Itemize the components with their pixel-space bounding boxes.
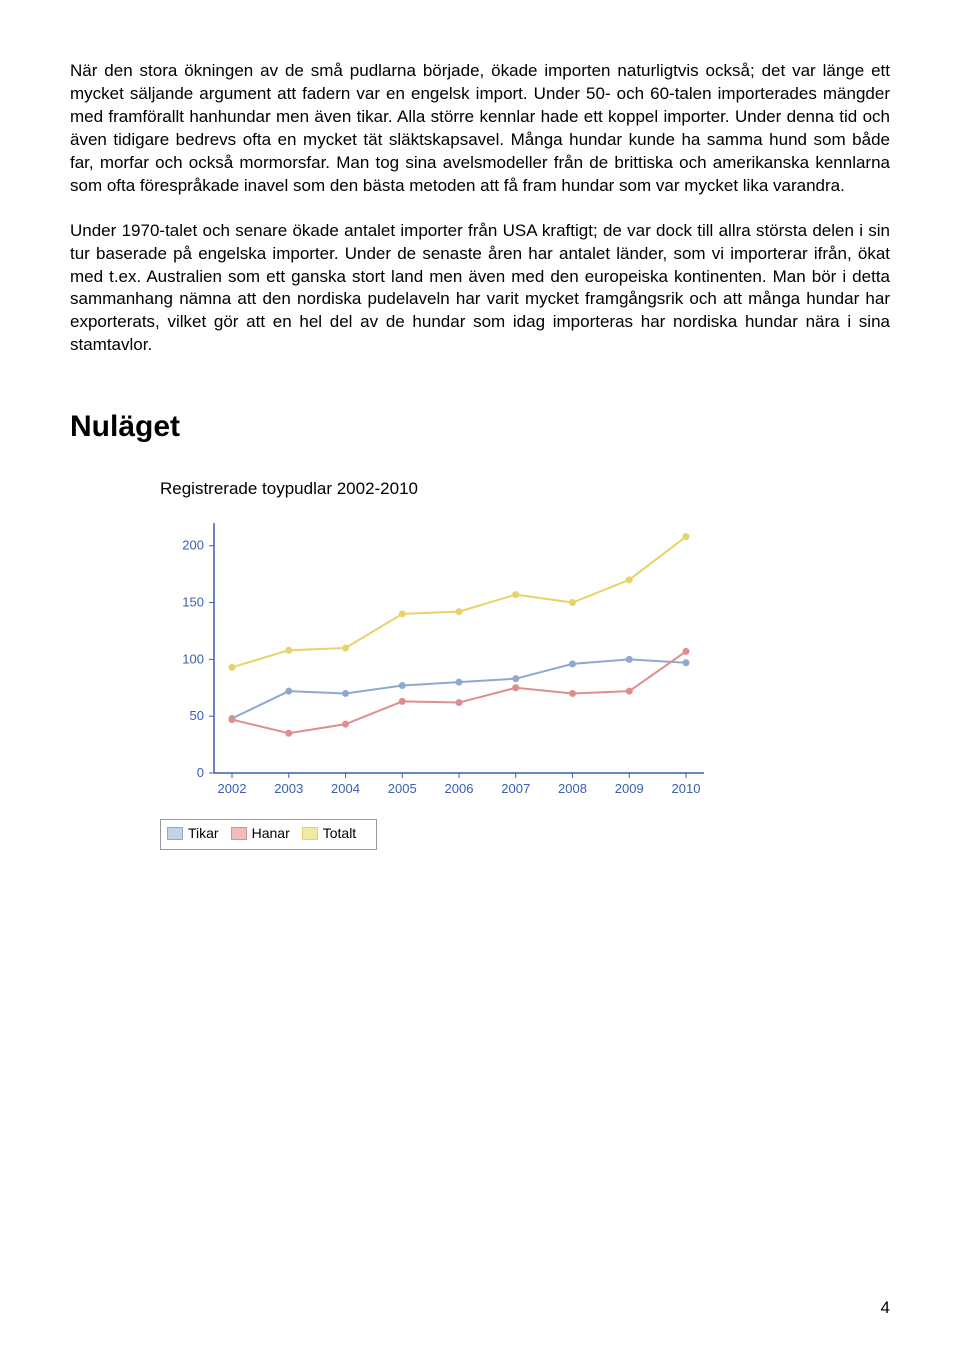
paragraph-1: När den stora ökningen av de små pudlarn… [70,60,890,198]
chart-title: Registrerade toypudlar 2002-2010 [160,478,890,501]
svg-text:2006: 2006 [445,781,474,796]
legend-item: Totalt [302,824,356,843]
svg-text:2003: 2003 [274,781,303,796]
legend-label: Totalt [323,824,356,843]
svg-text:2010: 2010 [672,781,701,796]
chart-container: Registrerade toypudlar 2002-2010 0 50 100 1… [160,478,890,850]
legend-swatch [302,827,318,840]
chart-body: 0 50 100 150 200 2002 2003 2004 2005 2006 2007 2008… [160,513,890,813]
svg-text:2009: 2009 [615,781,644,796]
svg-text:2005: 2005 [388,781,417,796]
line-chart: 0 50 100 150 200 2002 2003 2004 2005 2006 2007 2008… [160,513,720,813]
svg-text:2007: 2007 [501,781,530,796]
paragraph-2: Under 1970-talet och senare ökade antale… [70,220,890,358]
page-number: 4 [881,1297,890,1320]
svg-text:2004: 2004 [331,781,360,796]
legend-item: Tikar [167,824,219,843]
legend-label: Tikar [188,824,219,843]
svg-text:2002: 2002 [218,781,247,796]
svg-text:0: 0 [197,765,204,780]
legend-swatch [167,827,183,840]
svg-text:150: 150 [182,594,204,609]
chart-legend: Tikar Hanar Totalt [160,819,377,850]
svg-text:200: 200 [182,537,204,552]
legend-item: Hanar [231,824,290,843]
section-heading: Nuläget [70,407,890,448]
svg-text:100: 100 [182,651,204,666]
svg-text:2008: 2008 [558,781,587,796]
svg-text:50: 50 [190,708,204,723]
legend-swatch [231,827,247,840]
legend-label: Hanar [252,824,290,843]
